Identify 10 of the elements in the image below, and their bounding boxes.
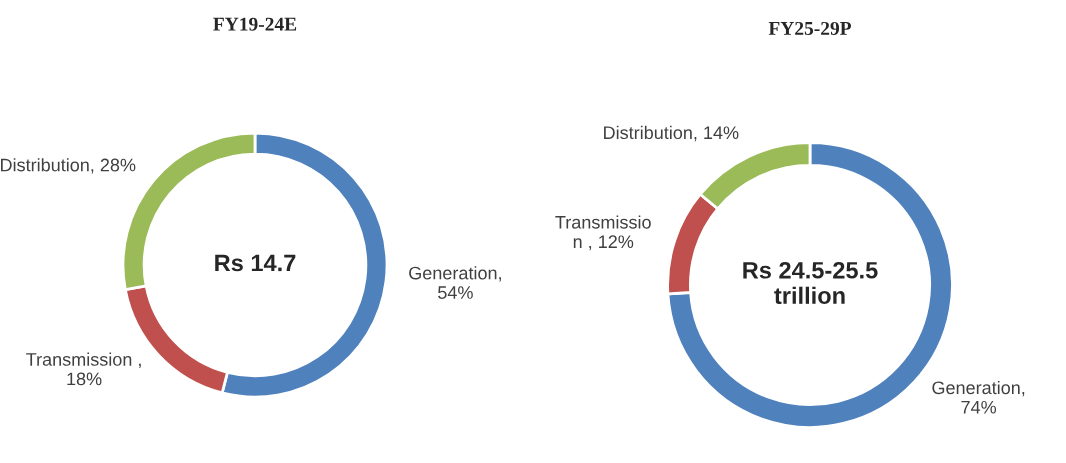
- slice-label: Generation, 54%: [409, 266, 501, 299]
- slice-label: Distribution, 14%: [604, 125, 739, 142]
- slice-label: Transmissio n , 12%: [555, 215, 651, 251]
- slice-label: Generation, 74%: [932, 380, 1025, 414]
- slice-label: Transmission , 18%: [26, 352, 141, 386]
- chart-title: FY25-29P: [768, 21, 852, 35]
- text: Rs 14.7: [215, 254, 296, 272]
- text: Rs 24.5-25.5 trillion: [743, 261, 878, 305]
- slice-label: Distribution, 28%: [1, 158, 136, 174]
- chart-title: FY19-24E: [213, 17, 297, 31]
